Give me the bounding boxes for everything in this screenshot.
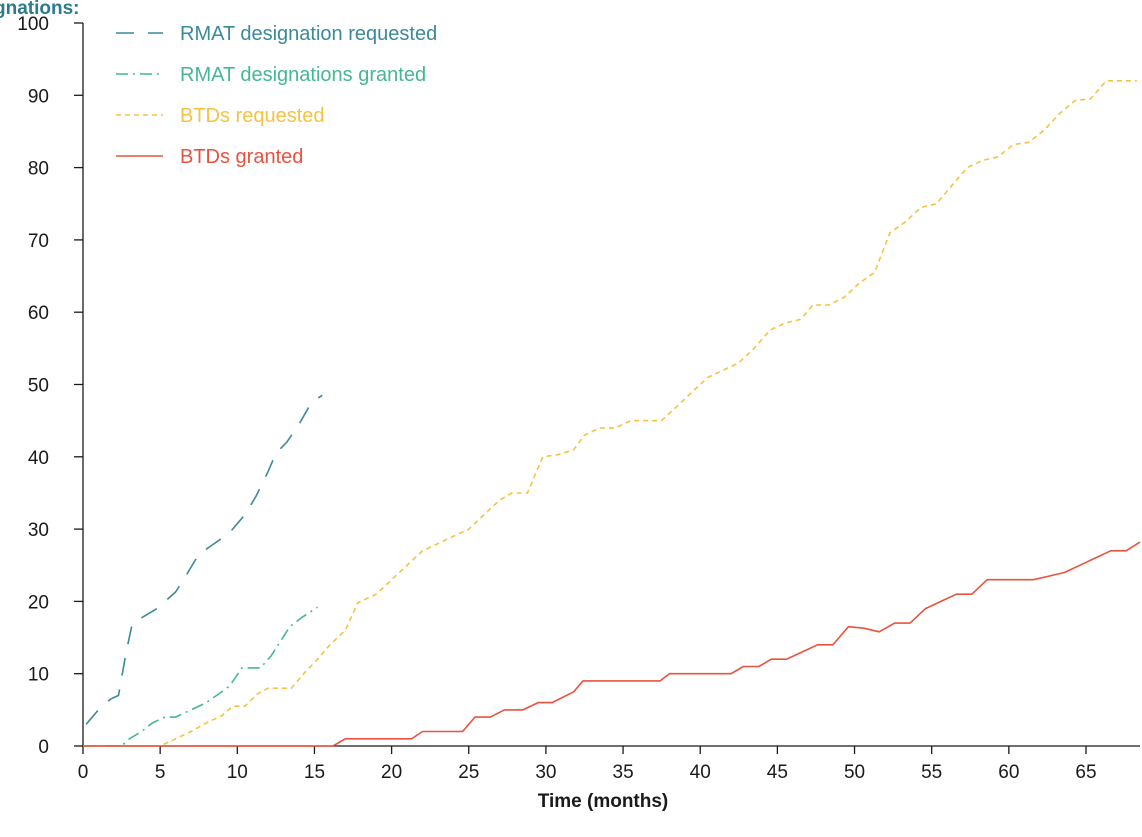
x-tick-label: 55 (921, 762, 942, 783)
y-tick-label: 40 (28, 448, 49, 469)
x-tick-label: 40 (690, 762, 711, 783)
legend-label: RMAT designations granted (180, 64, 426, 86)
y-tick-label: 60 (28, 303, 49, 324)
y-tick-label: 20 (28, 592, 49, 613)
x-tick-label: 15 (304, 762, 325, 783)
y-tick-label: 10 (28, 665, 49, 686)
legend-label: BTDs requested (180, 105, 325, 127)
y-tick-label: 100 (17, 14, 49, 35)
legend-label: RMAT designation requested (180, 23, 437, 45)
y-tick-label: 0 (38, 737, 49, 758)
x-tick-label: 60 (998, 762, 1019, 783)
series-line-3 (83, 80, 1137, 747)
x-tick-label: 45 (767, 762, 788, 783)
x-tick-label: 0 (78, 762, 89, 783)
y-tick-label: 70 (28, 231, 49, 252)
y-tick-label: 90 (28, 86, 49, 107)
x-tick-label: 5 (155, 762, 166, 783)
series-line-1 (85, 394, 323, 725)
x-tick-label: 30 (535, 762, 556, 783)
y-tick-label: 30 (28, 520, 49, 541)
y-tick-label: 80 (28, 159, 49, 180)
series-line-4 (83, 541, 1141, 747)
x-tick-label: 35 (613, 762, 634, 783)
x-tick-label: 50 (844, 762, 865, 783)
x-tick-label: 10 (227, 762, 248, 783)
axes: 0 10 20 30 40 50 60 70 80 90 100 0 5 10 15 20 25 30 35 40 45… (17, 14, 1140, 783)
legend: RMAT designation requested RMAT designati… (116, 23, 437, 168)
x-tick-label: 20 (381, 762, 402, 783)
series-line-2 (83, 606, 318, 747)
y-tick-label: 50 (28, 376, 49, 397)
x-axis-title: Time (months) (538, 791, 669, 812)
chart-title: gnations: (0, 0, 80, 19)
series-layer (83, 80, 1141, 747)
legend-label: BTDs granted (180, 146, 303, 168)
x-tick-label: 65 (1075, 762, 1096, 783)
x-tick-label: 25 (458, 762, 479, 783)
